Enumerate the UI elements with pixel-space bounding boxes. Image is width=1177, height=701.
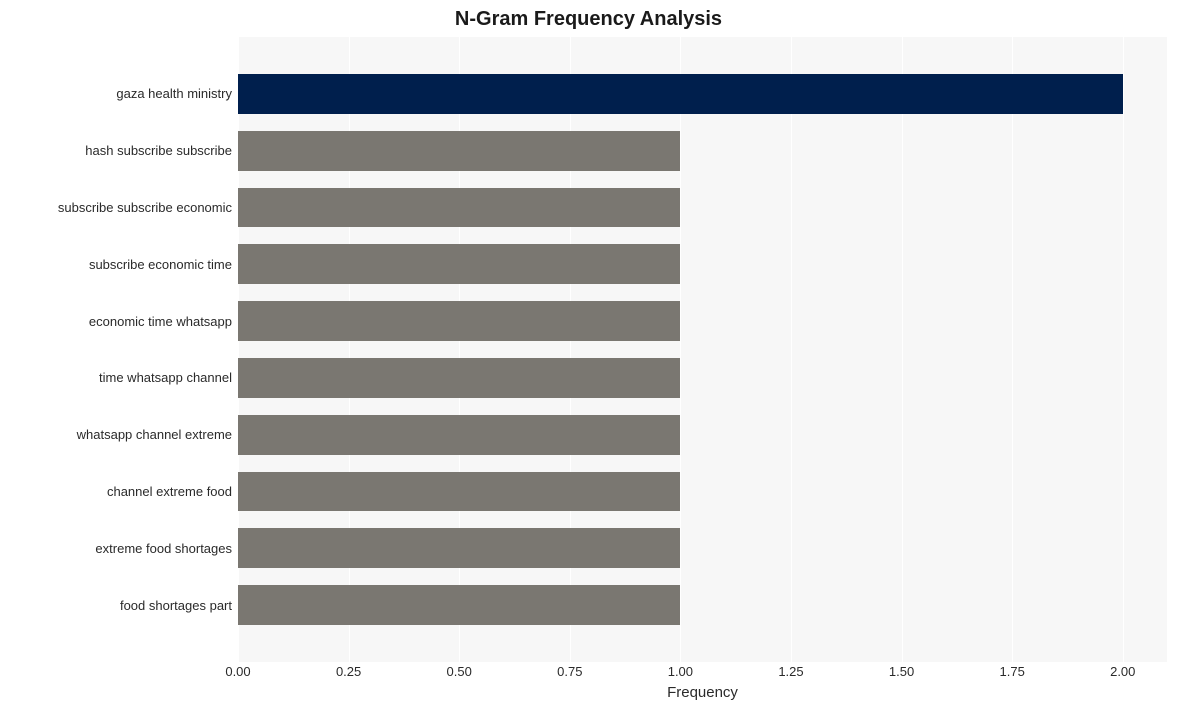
y-tick-label: time whatsapp channel: [10, 349, 238, 406]
y-tick-label: channel extreme food: [10, 463, 238, 520]
bar-band: [238, 520, 1167, 577]
bar-band: [238, 406, 1167, 463]
y-tick-label: subscribe subscribe economic: [10, 179, 238, 236]
bar-band: [238, 65, 1167, 122]
chart-title: N-Gram Frequency Analysis: [0, 0, 1177, 31]
x-tick-label: 0.50: [447, 664, 472, 679]
x-tick-label: 1.25: [778, 664, 803, 679]
bar-band: [238, 236, 1167, 293]
bar: [238, 415, 680, 455]
bar: [238, 528, 680, 568]
bar: [238, 358, 680, 398]
y-tick-label: hash subscribe subscribe: [10, 122, 238, 179]
x-tick-label: 2.00: [1110, 664, 1135, 679]
x-tick-label: 1.50: [889, 664, 914, 679]
x-axis-label: Frequency: [238, 684, 1167, 701]
bar-band: [238, 350, 1167, 407]
plot-area: [238, 37, 1167, 662]
bar-band: [238, 293, 1167, 350]
bar: [238, 74, 1123, 114]
y-tick-label: subscribe economic time: [10, 236, 238, 293]
y-tick-label: extreme food shortages: [10, 520, 238, 577]
plot-outer: gaza health ministryhash subscribe subsc…: [0, 31, 1177, 662]
x-ticks: 0.000.250.500.751.001.251.501.752.00: [238, 662, 1167, 682]
y-tick-label: food shortages part: [10, 577, 238, 634]
chart-container: N-Gram Frequency Analysis gaza health mi…: [0, 0, 1177, 701]
bar-band: [238, 179, 1167, 236]
x-tick-label: 1.75: [1000, 664, 1025, 679]
y-axis-labels: gaza health ministryhash subscribe subsc…: [10, 37, 238, 662]
x-tick-label: 1.00: [668, 664, 693, 679]
x-tick-label: 0.25: [336, 664, 361, 679]
bar: [238, 585, 680, 625]
x-tick-label: 0.75: [557, 664, 582, 679]
y-tick-label: whatsapp channel extreme: [10, 406, 238, 463]
bar: [238, 472, 680, 512]
bar: [238, 244, 680, 284]
bar: [238, 301, 680, 341]
bar-band: [238, 122, 1167, 179]
x-axis: 0.00 0.25 0.50 0.75 1.00 1.25 1.50 1.75 2.00 Fre…: [0, 662, 1177, 701]
bar-band: [238, 577, 1167, 634]
bar-band: [238, 463, 1167, 520]
bar: [238, 188, 680, 228]
y-tick-label: economic time whatsapp: [10, 293, 238, 350]
y-tick-label: gaza health ministry: [10, 65, 238, 122]
bar: [238, 131, 680, 171]
x-tick-label: 0.00: [225, 664, 250, 679]
